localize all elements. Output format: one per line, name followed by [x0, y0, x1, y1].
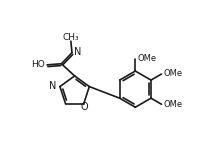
Text: HO: HO [31, 60, 45, 69]
Text: N: N [74, 47, 82, 57]
Text: OMe: OMe [138, 54, 157, 63]
Text: OMe: OMe [164, 69, 183, 78]
Text: O: O [81, 102, 88, 112]
Text: N: N [49, 81, 57, 91]
Text: OMe: OMe [164, 100, 183, 109]
Text: CH₃: CH₃ [63, 33, 80, 42]
